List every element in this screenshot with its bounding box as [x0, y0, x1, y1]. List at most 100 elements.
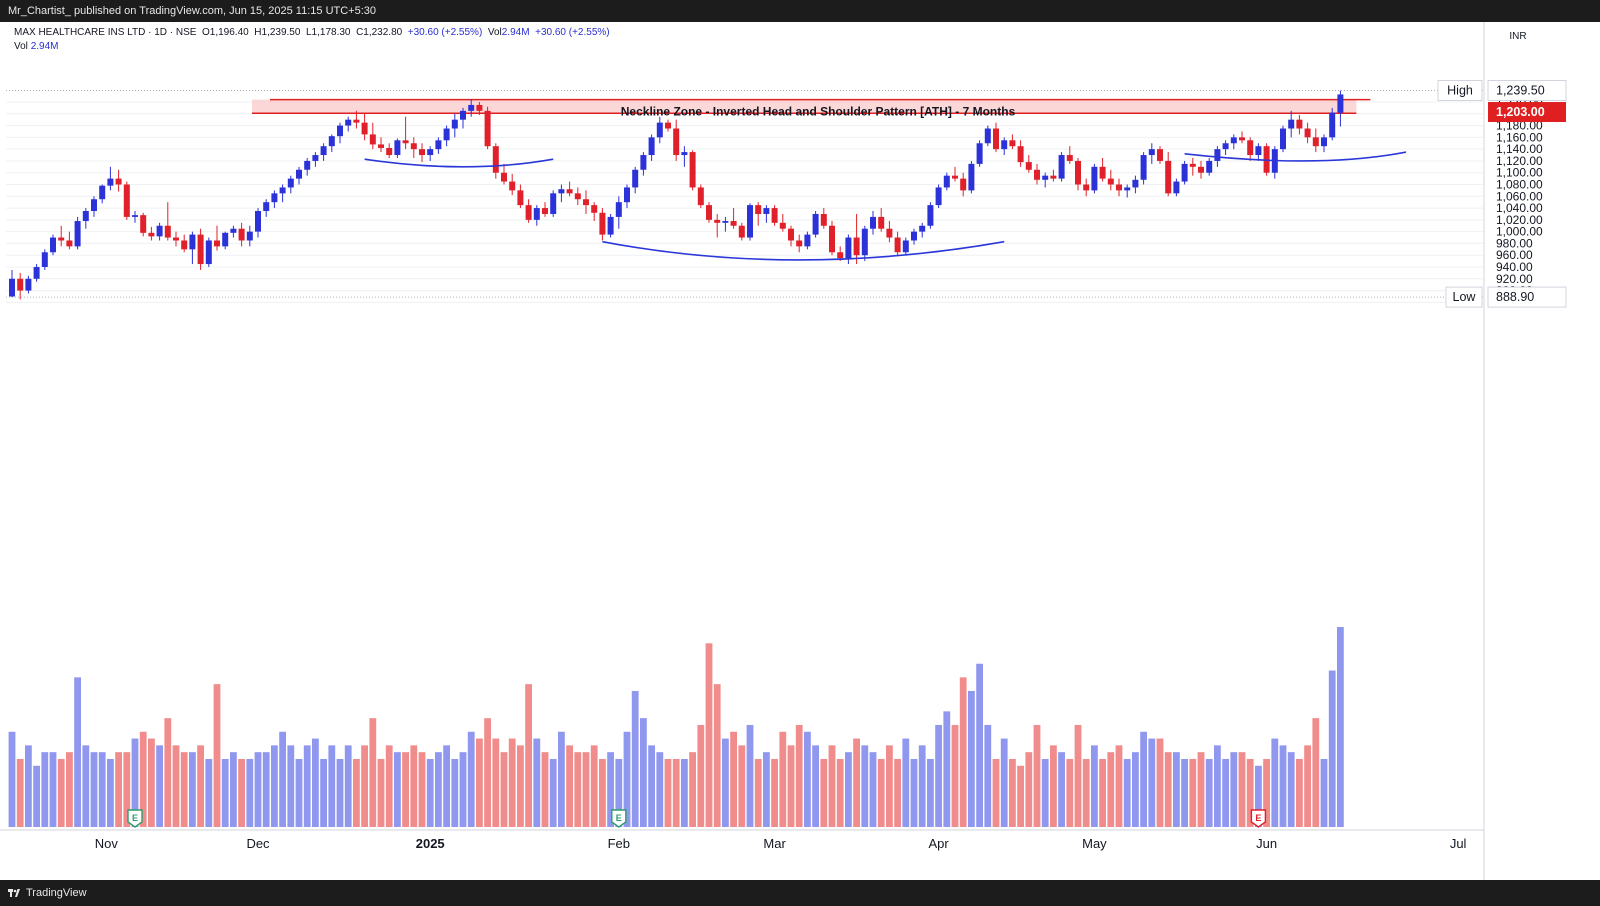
volume-bar	[976, 663, 983, 827]
candle-body	[894, 237, 901, 253]
candle	[1157, 146, 1163, 164]
candle-body	[369, 134, 376, 145]
candle-body	[386, 147, 393, 156]
volume-bar	[1140, 731, 1147, 827]
legend-open: O1,196.40	[202, 27, 249, 38]
candle-body	[689, 152, 696, 188]
volume-bar	[418, 752, 426, 827]
candle-body	[345, 119, 352, 126]
candle-body	[1198, 166, 1204, 173]
price-chart[interactable]: INR Neckline Zone - Inverted Head and Sho…	[0, 22, 1600, 880]
candle	[1247, 137, 1254, 161]
candle-body	[1148, 149, 1155, 156]
candle-body	[17, 278, 24, 291]
y-tick-label: 1,180.00	[1496, 119, 1543, 133]
price-tag-label: Low	[1453, 290, 1477, 304]
volume-bar	[361, 745, 368, 827]
candle	[353, 110, 360, 129]
legend-close: C1,232.80	[356, 27, 403, 38]
volume-bar	[1197, 752, 1205, 827]
legend-low: L1,178.30	[306, 27, 351, 38]
candle	[689, 150, 696, 191]
candle	[451, 113, 458, 138]
candle	[123, 181, 130, 220]
candle	[58, 225, 65, 247]
right-shoulder-arc	[1184, 151, 1407, 162]
volume-bar	[582, 752, 590, 827]
candle-body	[1255, 146, 1262, 156]
earnings-marker-letter: E	[132, 813, 138, 823]
candle-body	[304, 160, 311, 170]
price-tag-label: High	[1447, 84, 1473, 98]
volume-bar	[722, 738, 729, 827]
candle-body	[952, 175, 958, 179]
volume-bar	[615, 758, 623, 827]
candle-body	[287, 178, 294, 188]
candle	[66, 231, 73, 250]
candle-body	[771, 208, 778, 223]
volume-bar	[968, 690, 975, 827]
volume-bar	[1041, 758, 1049, 827]
volume-bar	[500, 752, 508, 827]
candle-body	[517, 190, 524, 206]
volume-bar	[1091, 745, 1098, 827]
volume-bar	[508, 738, 516, 827]
y-tick-label: 1,000.00	[1496, 225, 1543, 239]
volume-bar	[541, 752, 549, 827]
candle	[164, 202, 171, 241]
earnings-marker-letter: E	[616, 813, 622, 823]
volume-bar	[1148, 738, 1156, 827]
volume-bar	[771, 758, 778, 827]
candle-body	[460, 110, 466, 120]
candle-body	[1001, 140, 1008, 150]
candle	[484, 106, 491, 150]
footer-bar: TradingView	[0, 880, 1600, 906]
current-price-value: 1,203.00	[1496, 105, 1545, 119]
candle-body	[1321, 137, 1327, 147]
candle	[361, 113, 368, 141]
volume-bar	[156, 745, 163, 827]
candle-body	[615, 202, 622, 217]
volume-bar	[804, 731, 811, 827]
candle-body	[246, 231, 253, 241]
volume-bar	[984, 724, 992, 827]
volume-bar	[549, 758, 557, 827]
volume-bar	[1066, 758, 1074, 827]
candle-body	[1280, 128, 1286, 150]
candle-body	[984, 128, 991, 144]
candle-body	[1181, 163, 1188, 182]
candle	[1296, 114, 1303, 135]
axis-corner	[1485, 831, 1600, 880]
candle-body	[788, 228, 794, 241]
volume-bar	[131, 738, 139, 827]
volume-bar	[713, 684, 721, 827]
volume-bar	[631, 690, 639, 827]
volume-bar	[656, 752, 664, 827]
candle	[1107, 169, 1114, 191]
candle-body	[419, 149, 425, 156]
candle	[328, 134, 335, 153]
candle-body	[714, 219, 721, 223]
candle-body	[164, 225, 171, 238]
candle-body	[550, 193, 557, 214]
volume-bar	[33, 765, 40, 827]
candle	[99, 184, 106, 204]
candle-body	[91, 199, 97, 212]
candle	[1288, 110, 1295, 138]
candle-body	[624, 187, 630, 203]
candle-body	[935, 187, 942, 206]
publisher-text: Mr_Chartist_ published on TradingView.co…	[8, 5, 377, 17]
candle-body	[1132, 179, 1139, 188]
candle	[673, 119, 680, 161]
candle	[599, 208, 606, 241]
candle	[509, 173, 516, 196]
volume-bar	[180, 752, 188, 827]
candle	[148, 226, 155, 241]
legend-change: +30.60 (+2.55%)	[407, 27, 483, 38]
candle	[919, 222, 926, 238]
volume-bar	[1287, 752, 1295, 827]
volume-bar	[402, 752, 409, 827]
candle	[681, 146, 688, 167]
candle	[853, 213, 860, 265]
volume-bar	[98, 752, 106, 827]
